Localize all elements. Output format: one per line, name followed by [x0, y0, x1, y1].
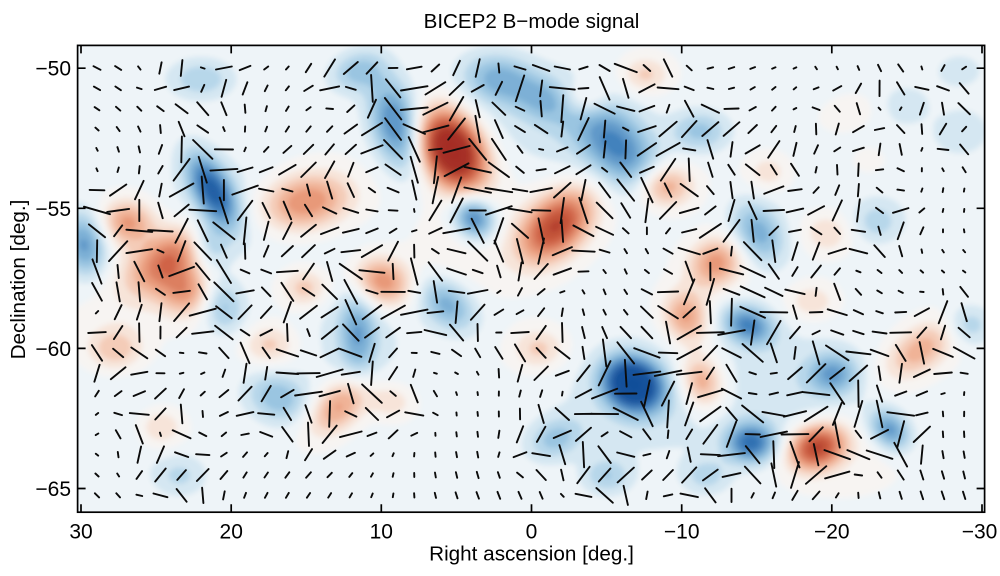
- svg-text:30: 30: [69, 521, 92, 544]
- svg-text:−20: −20: [814, 521, 850, 544]
- svg-text:10: 10: [370, 521, 393, 544]
- svg-text:Declination [deg.]: Declination [deg.]: [7, 200, 30, 360]
- svg-text:20: 20: [220, 521, 243, 544]
- svg-text:−30: −30: [962, 521, 998, 544]
- svg-text:−65: −65: [35, 478, 71, 501]
- svg-text:−60: −60: [35, 338, 71, 361]
- svg-text:Right ascension [deg.]: Right ascension [deg.]: [429, 543, 634, 566]
- svg-text:−55: −55: [35, 198, 71, 221]
- svg-text:0: 0: [526, 521, 538, 544]
- svg-text:−50: −50: [35, 58, 71, 81]
- svg-text:BICEP2 B−mode signal: BICEP2 B−mode signal: [424, 10, 640, 33]
- svg-text:−10: −10: [664, 521, 700, 544]
